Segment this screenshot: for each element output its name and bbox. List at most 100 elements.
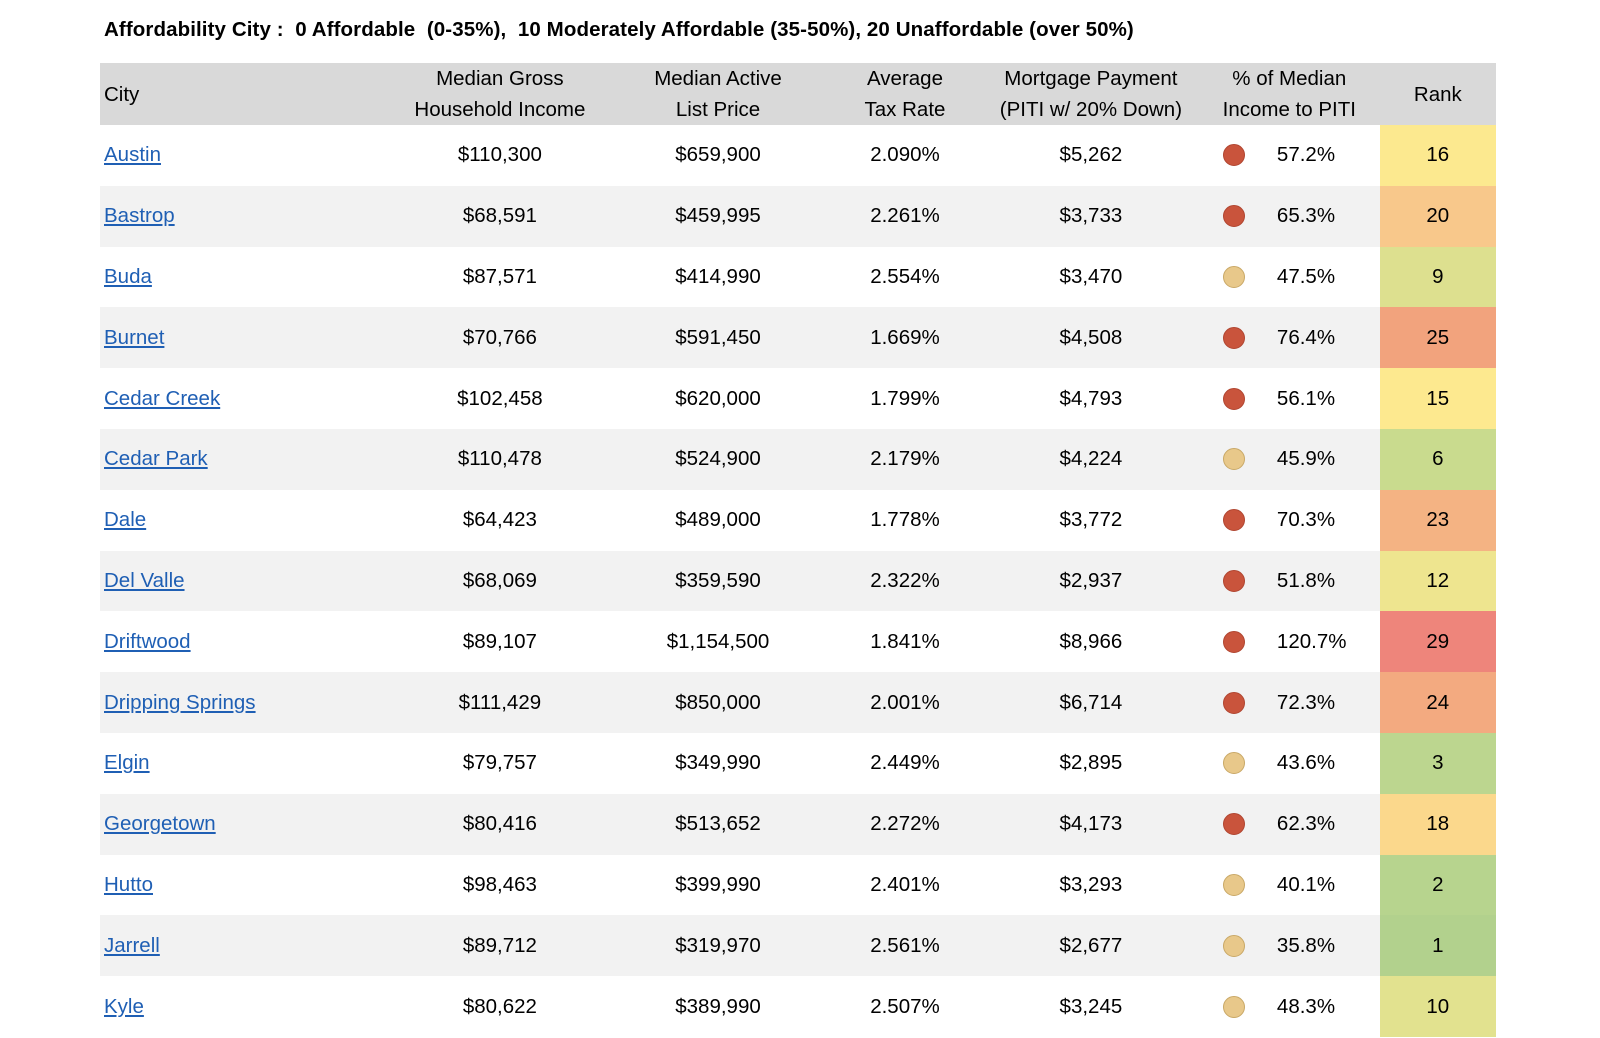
pct-value: 70.3% — [1276, 508, 1336, 532]
cell-income: $110,478 — [390, 428, 609, 490]
affordability-dot-icon — [1222, 326, 1245, 349]
header-income: Median Gross Household Income — [390, 63, 609, 125]
cell-rank: 10 — [1379, 976, 1496, 1037]
cell-income: $79,757 — [390, 732, 609, 794]
cell-city: Cedar Park — [100, 428, 391, 490]
cell-city: Elgin — [100, 732, 391, 794]
cell-rank: 23 — [1379, 489, 1496, 551]
city-link[interactable]: Dale — [104, 508, 147, 532]
cell-pct: 56.1% — [1198, 368, 1380, 429]
cell-city: Burnet — [100, 307, 391, 369]
cell-mortgage: $4,224 — [982, 428, 1199, 490]
city-link[interactable]: Elgin — [104, 751, 150, 775]
affordability-dot-icon — [1222, 691, 1245, 714]
cell-city: Hutto — [100, 854, 391, 916]
table-row: Buda $87,571 $414,990 2.554% $3,470 47.5% 9 — [100, 246, 1496, 308]
cell-city: Jarrell — [100, 915, 391, 977]
cell-mortgage: $2,677 — [982, 915, 1199, 977]
page-title: Affordability City : 0 Affordable (0-35%… — [104, 18, 1134, 41]
city-link[interactable]: Kyle — [104, 994, 144, 1018]
cell-city: Georgetown — [100, 793, 391, 855]
cell-rank: 12 — [1379, 550, 1496, 612]
table-row: Dale $64,423 $489,000 1.778% $3,772 70.3% 23 — [100, 489, 1496, 551]
cell-city: Buda — [100, 246, 391, 308]
cell-list-price: $319,970 — [608, 915, 828, 977]
cell-city: Del Valle — [100, 550, 391, 612]
cell-rank: 15 — [1379, 368, 1496, 429]
cell-rank: 24 — [1379, 672, 1496, 733]
cell-tax-rate: 2.507% — [827, 976, 983, 1037]
cell-mortgage: $3,245 — [982, 976, 1199, 1037]
cell-tax-rate: 2.090% — [827, 125, 983, 186]
cell-tax-rate: 2.401% — [827, 854, 983, 916]
header-list-line2: List Price — [675, 98, 761, 121]
cell-city: Bastrop — [100, 185, 391, 247]
cell-list-price: $459,995 — [608, 185, 828, 247]
city-link[interactable]: Cedar Park — [104, 447, 208, 471]
pct-value: 43.6% — [1276, 751, 1336, 775]
affordability-dot-icon — [1222, 509, 1245, 532]
cell-rank: 20 — [1379, 185, 1496, 247]
cell-rank: 18 — [1379, 793, 1496, 855]
pct-value: 48.3% — [1276, 994, 1336, 1018]
cell-tax-rate: 2.179% — [827, 428, 983, 490]
city-link[interactable]: Bastrop — [104, 204, 175, 228]
cell-pct: 47.5% — [1198, 246, 1380, 308]
city-link[interactable]: Georgetown — [104, 812, 216, 836]
cell-rank: 9 — [1379, 246, 1496, 308]
pct-value: 72.3% — [1276, 690, 1336, 714]
city-link[interactable]: Del Valle — [104, 568, 185, 592]
cell-city: Dripping Springs — [100, 672, 391, 733]
cell-income: $89,712 — [390, 915, 609, 977]
city-link[interactable]: Cedar Creek — [104, 386, 221, 410]
cell-tax-rate: 2.261% — [827, 185, 983, 247]
city-link[interactable]: Driftwood — [104, 629, 191, 653]
city-link[interactable]: Buda — [104, 264, 152, 288]
header-income-line2: Household Income — [414, 98, 586, 121]
cell-mortgage: $2,937 — [982, 550, 1199, 612]
cell-list-price: $524,900 — [608, 428, 828, 490]
affordability-dot-icon — [1222, 265, 1245, 288]
city-link[interactable]: Jarrell — [104, 933, 160, 957]
city-link[interactable]: Burnet — [104, 325, 165, 349]
cell-tax-rate: 2.272% — [827, 793, 983, 855]
cell-pct: 40.1% — [1198, 854, 1380, 916]
cell-pct: 70.3% — [1198, 489, 1380, 551]
cell-list-price: $389,990 — [608, 976, 828, 1037]
city-link[interactable]: Austin — [104, 143, 161, 167]
cell-pct: 62.3% — [1198, 793, 1380, 855]
pct-value: 47.5% — [1276, 264, 1336, 288]
cell-rank: 6 — [1379, 428, 1496, 490]
header-tax-line2: Tax Rate — [864, 98, 946, 121]
city-link[interactable]: Hutto — [104, 872, 153, 896]
cell-mortgage: $8,966 — [982, 611, 1199, 673]
pct-value: 35.8% — [1276, 933, 1336, 957]
cell-pct: 35.8% — [1198, 915, 1380, 977]
pct-value: 76.4% — [1276, 325, 1336, 349]
header-tax-line1: Average — [866, 67, 943, 90]
cell-mortgage: $3,470 — [982, 246, 1199, 308]
cell-tax-rate: 1.669% — [827, 307, 983, 369]
table-row: Del Valle $68,069 $359,590 2.322% $2,937 51.8… — [100, 550, 1496, 612]
header-mort-line2: (PITI w/ 20% Down) — [999, 98, 1183, 121]
pct-value: 57.2% — [1276, 143, 1336, 167]
cell-tax-rate: 2.001% — [827, 672, 983, 733]
cell-city: Kyle — [100, 976, 391, 1037]
affordability-dot-icon — [1222, 387, 1245, 410]
city-link[interactable]: Dripping Springs — [104, 690, 256, 714]
header-pct-line1: % of Median — [1232, 67, 1347, 90]
table-row: Bastrop $68,591 $459,995 2.261% $3,733 65.3% 2… — [100, 185, 1496, 247]
cell-pct: 43.6% — [1198, 732, 1380, 794]
cell-income: $80,416 — [390, 793, 609, 855]
pct-value: 56.1% — [1276, 386, 1336, 410]
pct-value: 45.9% — [1276, 447, 1336, 471]
cell-list-price: $489,000 — [608, 489, 828, 551]
cell-list-price: $1,154,500 — [608, 611, 828, 673]
affordability-dot-icon — [1222, 934, 1245, 957]
cell-mortgage: $5,262 — [982, 125, 1199, 186]
cell-mortgage: $3,733 — [982, 185, 1199, 247]
pct-value: 65.3% — [1276, 204, 1336, 228]
pct-value: 51.8% — [1276, 568, 1336, 592]
cell-mortgage: $3,293 — [982, 854, 1199, 916]
table-row: Georgetown $80,416 $513,652 2.272% $4,173 62.… — [100, 793, 1496, 855]
